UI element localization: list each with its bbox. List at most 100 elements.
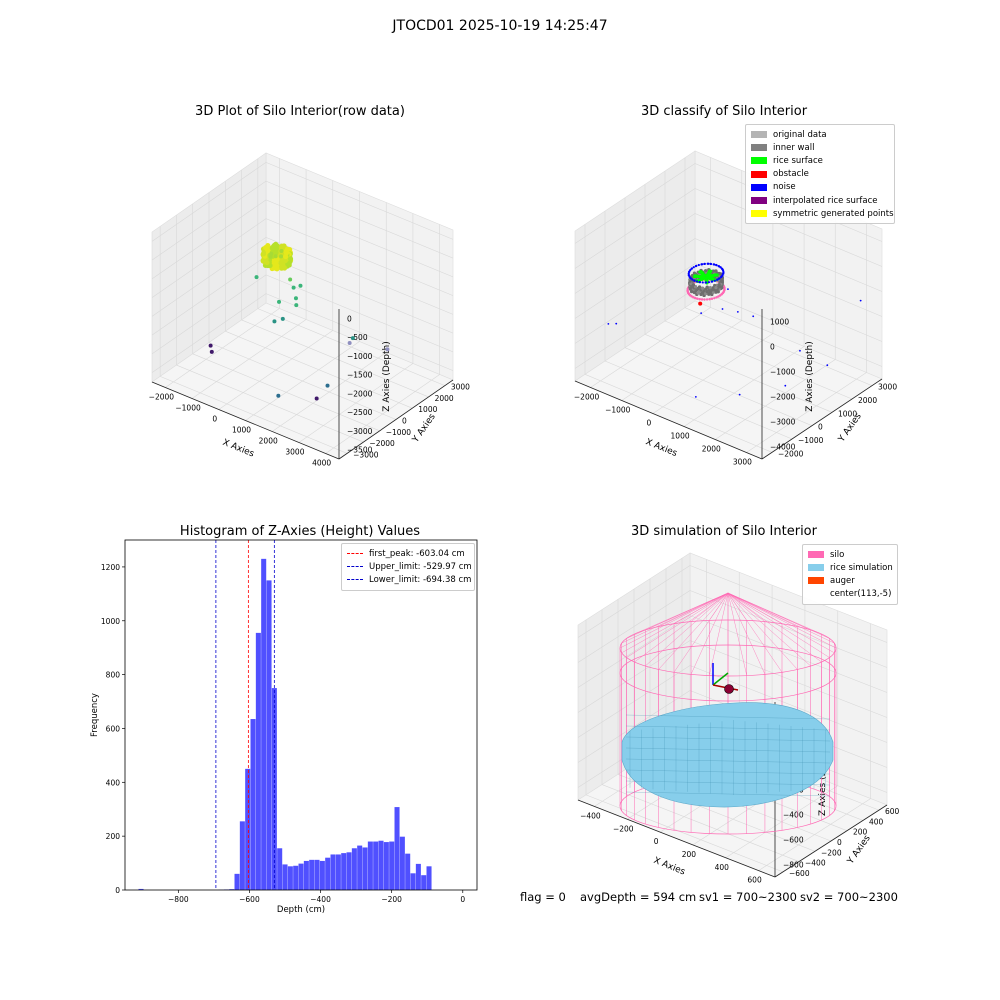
grid-line xyxy=(684,307,873,386)
y-tick-label: 2000 xyxy=(435,394,454,403)
pink-ring-point xyxy=(692,296,695,299)
x-tick-label: 4000 xyxy=(312,459,331,468)
silo-roof-line xyxy=(727,592,822,663)
histogram-bar xyxy=(330,854,336,890)
rice-surface-point xyxy=(699,275,704,279)
noise-ring-point xyxy=(703,262,706,266)
scatter-point xyxy=(291,285,296,290)
legend-swatch xyxy=(751,197,767,205)
inner-wall-point xyxy=(714,285,718,290)
noise-ring-point xyxy=(695,280,699,283)
rice-surface-point xyxy=(711,277,715,281)
y-tick-label: 200 xyxy=(106,832,121,841)
silo-roof-line xyxy=(727,592,798,670)
grid-line xyxy=(577,665,691,738)
y-tick-label: 1000 xyxy=(418,405,437,414)
auger-center xyxy=(724,684,734,694)
grid-line xyxy=(683,346,805,427)
pink-ring-point xyxy=(715,296,718,299)
inner-wall-point xyxy=(714,269,718,273)
grid-line xyxy=(585,794,784,873)
histogram-bar xyxy=(335,854,341,890)
silo-roof-line xyxy=(727,592,783,624)
legend-label: noise xyxy=(773,182,796,193)
silo-roof-line xyxy=(727,592,830,658)
histogram-bar xyxy=(389,841,395,890)
grid-line xyxy=(151,199,267,280)
histogram-bar xyxy=(357,845,363,890)
scatter-point xyxy=(294,303,299,308)
simulation-legend: silo rice simulation auger center(113,-5… xyxy=(802,544,898,605)
histogram-bar xyxy=(261,558,267,890)
scatter-point xyxy=(278,244,285,251)
silo-roof-line xyxy=(709,592,729,676)
inner-wall-point xyxy=(704,269,708,273)
z-tick-label: −1000 xyxy=(770,368,796,377)
noise-ring-point xyxy=(698,281,702,284)
grid-line xyxy=(574,213,696,294)
noise-ring-point xyxy=(705,281,708,284)
grid-line xyxy=(225,330,413,409)
pink-ring-point xyxy=(705,298,709,301)
z-tick-label: −3500 xyxy=(347,446,373,455)
legend-item-first-peak: first_peak: -603.04 cm xyxy=(347,547,469,560)
legend-line-swatch xyxy=(347,553,363,555)
noise-ring-point xyxy=(701,281,704,284)
scatter-point xyxy=(314,396,319,401)
inner-wall-point xyxy=(710,288,714,292)
histogram-bar xyxy=(255,632,261,890)
grid-line xyxy=(621,320,742,401)
x-tick-label: −200 xyxy=(613,824,634,833)
noise-ring-point xyxy=(692,266,695,269)
grid-line xyxy=(241,319,429,398)
noise-ring-point xyxy=(720,275,723,278)
rice-mesh-line xyxy=(625,714,831,720)
grid-line xyxy=(265,237,454,315)
z-tick-label: −400 xyxy=(783,811,804,820)
grid-line xyxy=(694,238,883,317)
inner-wall-point xyxy=(711,269,715,273)
scatter-point xyxy=(208,343,213,348)
grid-line xyxy=(574,188,696,269)
scatter-point xyxy=(282,253,289,260)
scatter-point xyxy=(260,251,267,257)
rice-mesh-line xyxy=(625,725,831,731)
histogram-bar xyxy=(282,864,288,890)
legend-item-inner-wall: inner wall xyxy=(751,141,889,154)
scatter-point xyxy=(277,299,282,304)
z-axis-label: Z Axies (Depth) xyxy=(818,745,828,816)
y-tick-label: 0 xyxy=(837,838,842,847)
y-tick-label: 1200 xyxy=(101,563,120,572)
legend-label: obstacle xyxy=(773,169,809,180)
axis-arrow xyxy=(712,672,729,686)
silo-roof-line xyxy=(727,592,747,621)
grid-line xyxy=(601,784,800,862)
noise-point xyxy=(727,288,729,291)
x-tick-label: −400 xyxy=(580,811,601,820)
scatter-point xyxy=(274,266,280,272)
legend-label: rice simulation xyxy=(830,562,893,573)
histogram-bar xyxy=(351,848,357,890)
histogram-bar xyxy=(298,863,304,890)
noise-ring-point xyxy=(689,277,692,280)
silo-roof-line xyxy=(658,592,729,627)
noise-point xyxy=(721,308,724,310)
grid-line xyxy=(689,565,888,643)
silo-roof-line xyxy=(619,592,729,649)
inner-wall-point xyxy=(697,285,702,289)
noise-point xyxy=(752,315,755,318)
histogram-bar xyxy=(239,821,245,890)
x-tick-label: −600 xyxy=(239,895,260,904)
avg-depth-text: avgDepth = 594 cm xyxy=(580,890,697,904)
noise-ring-point xyxy=(691,278,694,281)
grid-line xyxy=(265,162,454,240)
histogram-bar xyxy=(319,860,325,890)
y-tick-label: −1000 xyxy=(798,436,824,445)
panel2-title: 3D classify of Silo Interior xyxy=(640,104,808,119)
grid-line xyxy=(574,238,696,319)
x-tick-label: 3000 xyxy=(733,458,752,467)
pink-ring-point xyxy=(700,298,704,301)
y-tick-label: 0 xyxy=(115,886,120,895)
z-tick-label: 0 xyxy=(770,343,775,352)
